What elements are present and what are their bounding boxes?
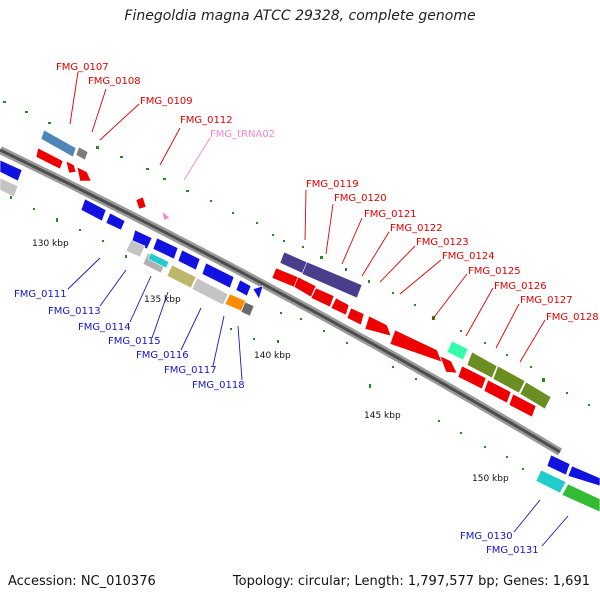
gene-arrow-fmg-0113 [131,229,153,250]
gene-arrow-fmg-0125 [364,315,392,337]
gene-label-fmg-0124[interactable]: FMG_0124 [442,251,495,262]
gene-arrow-fmg-0126b [439,355,458,374]
gene-label-fmg-0114[interactable]: FMG_0114 [78,322,131,333]
gene-box-fmg-0128a [466,351,498,379]
gene-arrow-fmg-0109 [35,147,64,170]
gene-label-fmg-0117[interactable]: FMG_0117 [164,365,217,376]
gene-label-fmg-0121[interactable]: FMG_0121 [364,209,417,220]
gene-box-fmg-0116 [191,277,229,306]
genome-backbone [0,146,563,456]
gene-label-fmg-0119[interactable]: FMG_0119 [306,179,359,190]
scale-label: 135 kbp [144,295,181,305]
scale-label: 150 kbp [472,474,509,484]
gene-label-fmg-0107[interactable]: FMG_0107 [56,62,109,73]
gene-box-fmg-0131 [561,483,600,513]
scale-label: 145 kbp [364,411,401,421]
gene-arrow-fmg-0116 [201,262,235,289]
map-title: Finegoldia magna ATCC 29328, complete ge… [124,8,476,24]
gene-box-fmg-0127 [446,340,469,361]
gene-box-left-edge [0,177,19,198]
gene-label-fmg-0122[interactable]: FMG_0122 [390,223,443,234]
grid-ticks [3,101,590,470]
gene-label-fmg-0120[interactable]: FMG_0120 [334,193,387,204]
scale-labels: 130 kbp 135 kbp 140 kbp 145 kbp 150 kbp [32,239,509,484]
gene-label-fmg-0130[interactable]: FMG_0130 [460,531,513,542]
gene-arrow-fmg-0128b [483,379,512,404]
gene-box-fmg-0107 [40,129,77,158]
gene-label-fmg-0128[interactable]: FMG_0128 [546,312,599,323]
forward-features [35,129,552,418]
gene-box-fmg-0114b [147,252,170,269]
gene-box-fmg-0118 [240,301,255,317]
scale-label: 140 kbp [254,351,291,361]
gene-arrow-fmg-0109b [65,160,77,174]
accession-text: Accession: NC_010376 [8,574,156,589]
gene-arrow-fmg-0111a [80,198,107,222]
gene-label-fmg-0127[interactable]: FMG_0127 [520,295,573,306]
gene-box-fmg-0128b [492,365,526,394]
gene-label-fmg-0115[interactable]: FMG_0115 [108,336,161,347]
gene-box-fmg-0115 [166,264,197,289]
gene-label-fmg-0118[interactable]: FMG_0118 [192,380,245,391]
gene-label-fmg-0123[interactable]: FMG_0123 [416,237,469,248]
gene-arrow-fmg-0128a [457,365,487,390]
gene-arrow-fmg-0109c [76,166,92,182]
gene-label-fmg-0108[interactable]: FMG_0108 [88,76,141,87]
gene-arrow-fmg-0130 [546,454,571,476]
trna-fmg-trna02 [161,210,171,221]
gene-label-fmg-0126[interactable]: FMG_0126 [494,281,547,292]
gene-label-fmg-0113[interactable]: FMG_0113 [48,306,101,317]
gene-arrow-fmg-0121b [293,276,317,298]
gene-label-fmg-0111[interactable]: FMG_0111 [14,289,67,300]
reverse-features [0,159,600,513]
leader-lines [67,71,569,547]
gene-arrow-fmg-0123 [330,297,350,316]
gene-label-fmg-0112[interactable]: FMG_0112 [180,115,233,126]
gene-arrow-fmg-0112 [135,196,147,210]
topology-text: Topology: circular; Length: 1,797,577 bp… [232,574,590,589]
gene-label-fmg-0116[interactable]: FMG_0116 [136,350,189,361]
gene-labels: FMG_0107 FMG_0108 FMG_0109 FMG_0112 FMG_… [14,62,599,556]
gene-box-fmg-0120 [301,261,363,299]
gene-box-fmg-0113 [125,239,146,258]
gene-arrow-fmg-0111b [105,212,126,231]
gene-label-fmg-0125[interactable]: FMG_0125 [468,266,521,277]
gene-box-fmg-0108 [75,146,89,161]
gene-arrow-fmg-0130b [567,465,600,487]
gene-label-fmg-0109[interactable]: FMG_0109 [140,96,193,107]
gene-label-fmg-0131[interactable]: FMG_0131 [486,545,539,556]
gene-arrow-fmg-0128c [508,393,537,418]
gene-arrow-fmg-0124 [346,307,365,326]
gene-arrow-fmg-0121 [271,267,299,288]
gene-box-fmg-0128c [519,381,552,410]
gene-arrow-fmg-0117 [235,279,252,297]
gene-arrow-fmg-0115b [177,249,201,271]
gene-box-fmg-0117 [224,293,247,312]
scale-label: 130 kbp [32,239,69,249]
gene-arrow-fmg-0117b [252,285,264,300]
gene-arrow-fmg-0115 [152,237,179,260]
gene-arrow-left-edge [0,159,23,182]
gene-arrow-fmg-0122 [310,287,335,308]
gene-box-fmg-0130 [535,469,567,494]
gene-label-fmg-trna02[interactable]: FMG_tRNA02 [210,129,275,140]
